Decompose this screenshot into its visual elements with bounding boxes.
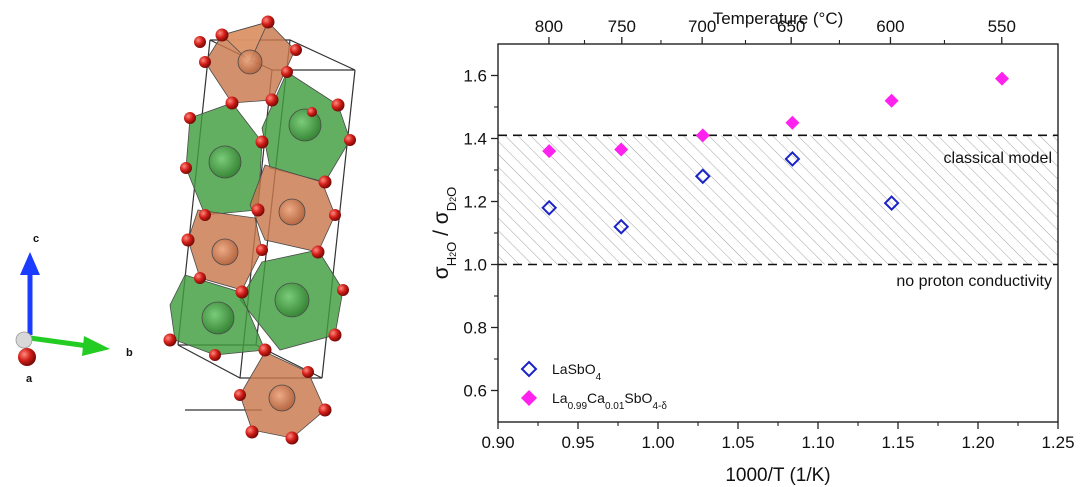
axis-triad: c b a <box>15 233 133 385</box>
top-tick-label: 550 <box>988 17 1016 36</box>
data-point-series1-0 <box>542 144 557 159</box>
x-tick-label: 1.20 <box>961 433 994 452</box>
axis-label-b: b <box>126 347 133 359</box>
top-tick-label: 750 <box>608 17 636 36</box>
top-axis-title: Temperature (°C) <box>713 9 844 28</box>
top-tick-label: 700 <box>688 17 716 36</box>
data-point-series1-1 <box>614 142 629 157</box>
y-tick-label: 1.0 <box>463 256 487 275</box>
top-tick-label: 650 <box>777 17 805 36</box>
x-axis-title: 1000/T (1/K) <box>725 465 830 486</box>
x-tick-label: 1.05 <box>721 433 754 452</box>
data-point-series0-3 <box>784 151 801 167</box>
data-point-series1-3 <box>785 115 800 130</box>
legend-label-la-ca-sbo4: La0.99Ca0.01SbO4-δ <box>552 390 667 412</box>
data-point-series0-0 <box>541 199 558 216</box>
oxygen-atoms <box>163 15 356 445</box>
x-tick-label: 0.90 <box>481 433 514 452</box>
x-tick-label: 1.10 <box>801 433 834 452</box>
ref-label-no-proton-conductivity: no proton conductivity <box>896 273 1052 290</box>
x-tick-label: 1.00 <box>641 433 674 452</box>
y-tick-label: 0.8 <box>463 319 487 338</box>
data-point-series1-2 <box>695 128 710 143</box>
y-tick-label: 1.6 <box>463 67 487 86</box>
axis-label-c: c <box>33 233 39 245</box>
data-point-series0-1 <box>613 218 630 235</box>
legend: LaSbO4 La0.99Ca0.01SbO4-δ <box>520 360 667 412</box>
legend-label-lasbo4: LaSbO4 <box>552 361 602 383</box>
x-tick-label: 1.15 <box>881 433 914 452</box>
data-point-series1-4 <box>884 93 899 108</box>
shaded-region <box>498 135 1058 265</box>
data-point-series1-5 <box>995 71 1009 86</box>
legend-marker-la-ca-sbo4 <box>521 390 537 406</box>
ref-label-classical-model: classical model <box>944 150 1052 167</box>
y-tick-label: 0.6 <box>463 382 487 401</box>
x-tick-label: 0.95 <box>561 433 594 452</box>
legend-marker-lasbo4 <box>520 360 538 378</box>
data-point-series0-4 <box>883 195 900 211</box>
x-tick-label: 1.25 <box>1041 433 1074 452</box>
y-tick-label: 1.2 <box>463 193 487 212</box>
top-tick-label: 600 <box>876 17 904 36</box>
top-tick-label: 800 <box>535 17 563 36</box>
y-tick-label: 1.4 <box>463 130 487 149</box>
axis-label-a: a <box>26 373 33 385</box>
crystal-structure-figure: c b a <box>15 15 356 445</box>
data-point-series0-2 <box>694 168 711 185</box>
y-axis-title: σH2O / σD2O <box>430 187 459 280</box>
